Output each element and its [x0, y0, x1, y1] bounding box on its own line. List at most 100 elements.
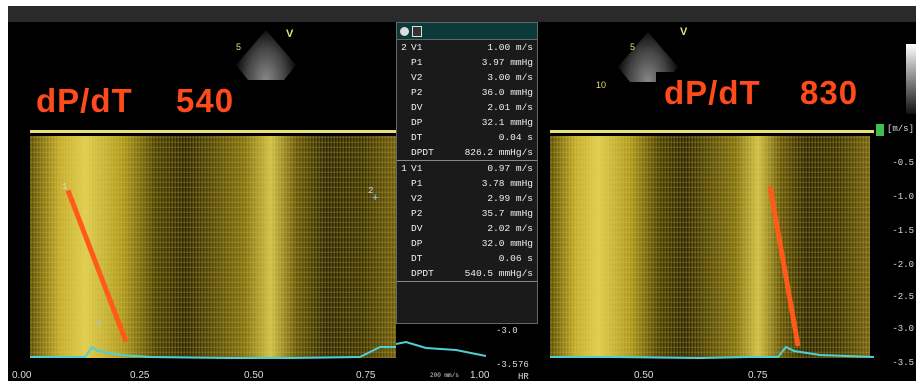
- heart-rate-label: HR: [518, 372, 529, 382]
- row-key: DP: [411, 117, 423, 128]
- scale-tick: -3.5: [892, 358, 914, 368]
- right-baseline: [550, 130, 874, 133]
- left-thumb-number: 5: [236, 42, 242, 52]
- row-value: 0.04 s: [498, 132, 533, 143]
- measurement-row: P2 35.7 mmHg: [397, 206, 537, 221]
- x-tick-3: 0.75: [356, 370, 376, 381]
- row-key: V2: [411, 72, 423, 83]
- left-dpdt-value: 540: [176, 82, 235, 119]
- measurement-row: DV 2.01 m/s: [397, 100, 537, 115]
- right-thumb-number-b: 10: [596, 80, 607, 90]
- measurement-row: DPDT 826.2 mmHg/s: [397, 145, 537, 160]
- x-tick-right-1: 0.75: [748, 370, 768, 381]
- mid-ecg-trace: [396, 340, 486, 357]
- x-tick-2: 0.50: [244, 370, 264, 381]
- right-thumb-number-a: 5: [630, 42, 636, 52]
- right-doppler-panel: V 5 10 dP/dT 830 [m/s] -0.5 -1.0 -1.5 -2…: [538, 22, 916, 381]
- left-cursor-1: 1: [62, 182, 68, 192]
- row-value: 0.06 s: [498, 253, 533, 264]
- scale-marker[interactable]: [876, 124, 884, 136]
- right-dpdt-label: dP/dT: [664, 74, 761, 111]
- row-key: DPDT: [411, 147, 434, 158]
- scale-tick: -2.5: [892, 292, 914, 302]
- scale-tick: -3.0: [892, 324, 914, 334]
- measurement-block-2: 2 V1 1.00 m/s P1 3.97 mmHg V2 3.00 m/s P2 36.…: [397, 40, 537, 161]
- left-baseline: [30, 130, 396, 133]
- row-value: 3.00 m/s: [487, 72, 533, 83]
- row-value: 1.00 m/s: [487, 42, 533, 53]
- row-value: 3.97 mmHg: [481, 57, 533, 68]
- row-key: P1: [411, 57, 423, 68]
- right-label-background: [656, 72, 876, 126]
- measurement-panel-header: [397, 23, 537, 40]
- measurement-row: DT 0.04 s: [397, 130, 537, 145]
- row-key: P2: [411, 208, 423, 219]
- block-index: 2: [401, 42, 407, 53]
- measurement-row: DP 32.1 mmHg: [397, 115, 537, 130]
- left-thumb-letter: V: [286, 28, 294, 40]
- x-tick-1: 0.25: [130, 370, 150, 381]
- row-key: DT: [411, 253, 423, 264]
- row-key: DT: [411, 132, 423, 143]
- scale-tick: -1.5: [892, 226, 914, 236]
- panel-close-icon[interactable]: [400, 26, 409, 36]
- scale-unit: [m/s]: [886, 124, 914, 134]
- right-thumb-letter: V: [680, 26, 688, 38]
- measurement-row: 1 V1 0.97 m/s: [397, 161, 537, 176]
- mid-scale-b: -3.5: [496, 360, 518, 370]
- left-plus-marker: +: [96, 318, 103, 330]
- measurement-row: V2 3.00 m/s: [397, 70, 537, 85]
- row-value: 2.02 m/s: [487, 223, 533, 234]
- left-ecg-trace: [30, 345, 396, 359]
- scale-tick: -1.0: [892, 192, 914, 202]
- row-key: DV: [411, 223, 423, 234]
- row-key: DPDT: [411, 268, 434, 279]
- measurement-row: DPDT 540.5 mmHg/s: [397, 266, 537, 281]
- row-key: DV: [411, 102, 423, 113]
- row-value: 3.78 mmHg: [481, 178, 533, 189]
- block-index: 1: [401, 163, 407, 174]
- left-cursor-2: 2: [368, 186, 374, 196]
- row-value: 540.5 mmHg/s: [464, 268, 533, 279]
- left-plus-marker-2: +: [372, 192, 379, 204]
- row-key: V1: [411, 42, 423, 53]
- row-value: 32.0 mmHg: [481, 238, 533, 249]
- sweep-speed: 200 mm/s: [430, 372, 459, 379]
- right-dpdt-value: 830: [800, 74, 859, 111]
- row-value: 0.97 m/s: [487, 163, 533, 174]
- left-dpdt-label: dP/dT: [36, 82, 133, 119]
- heart-rate-value: 76: [518, 360, 529, 370]
- measurement-block-1: 1 V1 0.97 m/s P1 3.78 mmHg V2 2.99 m/s P2 35.…: [397, 161, 537, 282]
- right-doppler-spectrum: [550, 136, 870, 358]
- mid-scale-a: -3.0: [496, 326, 518, 336]
- x-tick-right-0: 0.50: [634, 370, 654, 381]
- row-value: 36.0 mmHg: [481, 87, 533, 98]
- panel-export-icon[interactable]: [412, 25, 422, 37]
- scale-tick: -0.5: [892, 158, 914, 168]
- row-value: 35.7 mmHg: [481, 208, 533, 219]
- measurement-row: 2 V1 1.00 m/s: [397, 40, 537, 55]
- measurement-row: DP 32.0 mmHg: [397, 236, 537, 251]
- grayscale-bar: [906, 44, 916, 114]
- x-tick-0: 0.00: [12, 370, 32, 381]
- x-tick-4: 1.00: [470, 370, 490, 381]
- measurement-row: DV 2.02 m/s: [397, 221, 537, 236]
- measurement-row: P2 36.0 mmHg: [397, 85, 537, 100]
- row-value: 826.2 mmHg/s: [464, 147, 533, 158]
- row-key: P1: [411, 178, 423, 189]
- top-bar: [8, 6, 916, 22]
- scale-tick: -2.0: [892, 260, 914, 270]
- left-doppler-panel: V 5 dP/dT 540 1 + 2 + 0.00 0.25 0.50 0.7…: [8, 22, 396, 381]
- measurement-row: DT 0.06 s: [397, 251, 537, 266]
- measurement-row: P1 3.78 mmHg: [397, 176, 537, 191]
- row-key: DP: [411, 238, 423, 249]
- right-ecg-trace: [550, 345, 874, 360]
- row-key: P2: [411, 87, 423, 98]
- measurement-panel: 2 V1 1.00 m/s P1 3.97 mmHg V2 3.00 m/s P2 36.…: [396, 22, 538, 324]
- row-value: 2.01 m/s: [487, 102, 533, 113]
- row-value: 32.1 mmHg: [481, 117, 533, 128]
- left-doppler-spectrum: [30, 136, 396, 358]
- row-key: V2: [411, 193, 423, 204]
- measurement-row: P1 3.97 mmHg: [397, 55, 537, 70]
